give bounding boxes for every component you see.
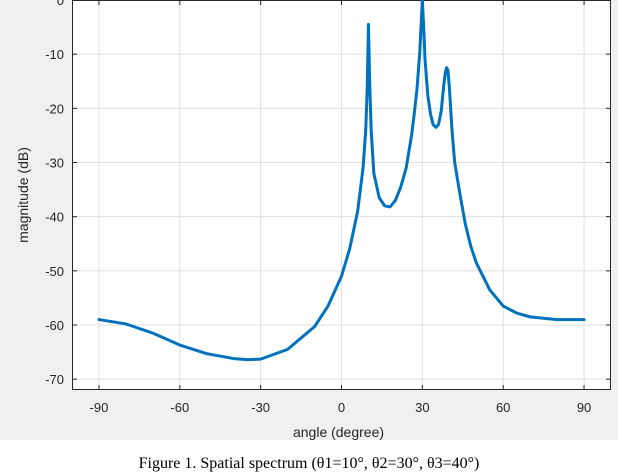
spectrum-chart: -90 -60 -30 0 30 60 90 0 -10 -20 -30 -40 -50 -60 -70 an… (15, 0, 611, 440)
y-tick-label: -70 (45, 372, 64, 387)
y-tick-label: -30 (45, 156, 64, 171)
x-tick-label: -30 (251, 400, 270, 415)
figure-caption: Figure 1. Spatial spectrum (θ1=10°, θ2=3… (138, 455, 480, 472)
y-tick-label: -20 (45, 101, 64, 116)
y-tick-label: -40 (45, 210, 64, 225)
y-tick-label: -60 (45, 318, 64, 333)
y-tick-label: 0 (57, 0, 64, 8)
x-tick-label: -90 (90, 400, 109, 415)
x-tick-label: 90 (577, 400, 591, 415)
x-tick-label: 0 (338, 400, 345, 415)
y-tick-label: -50 (45, 264, 64, 279)
x-axis-label: angle (degree) (293, 424, 384, 440)
y-axis-label: magnitude (dB) (15, 147, 31, 243)
y-tick-label: -10 (45, 47, 64, 62)
spectrum-series-line (97, 0, 586, 362)
x-tick-label: 30 (415, 400, 429, 415)
x-tick-label: 60 (496, 400, 510, 415)
x-tick-label: -60 (170, 400, 189, 415)
